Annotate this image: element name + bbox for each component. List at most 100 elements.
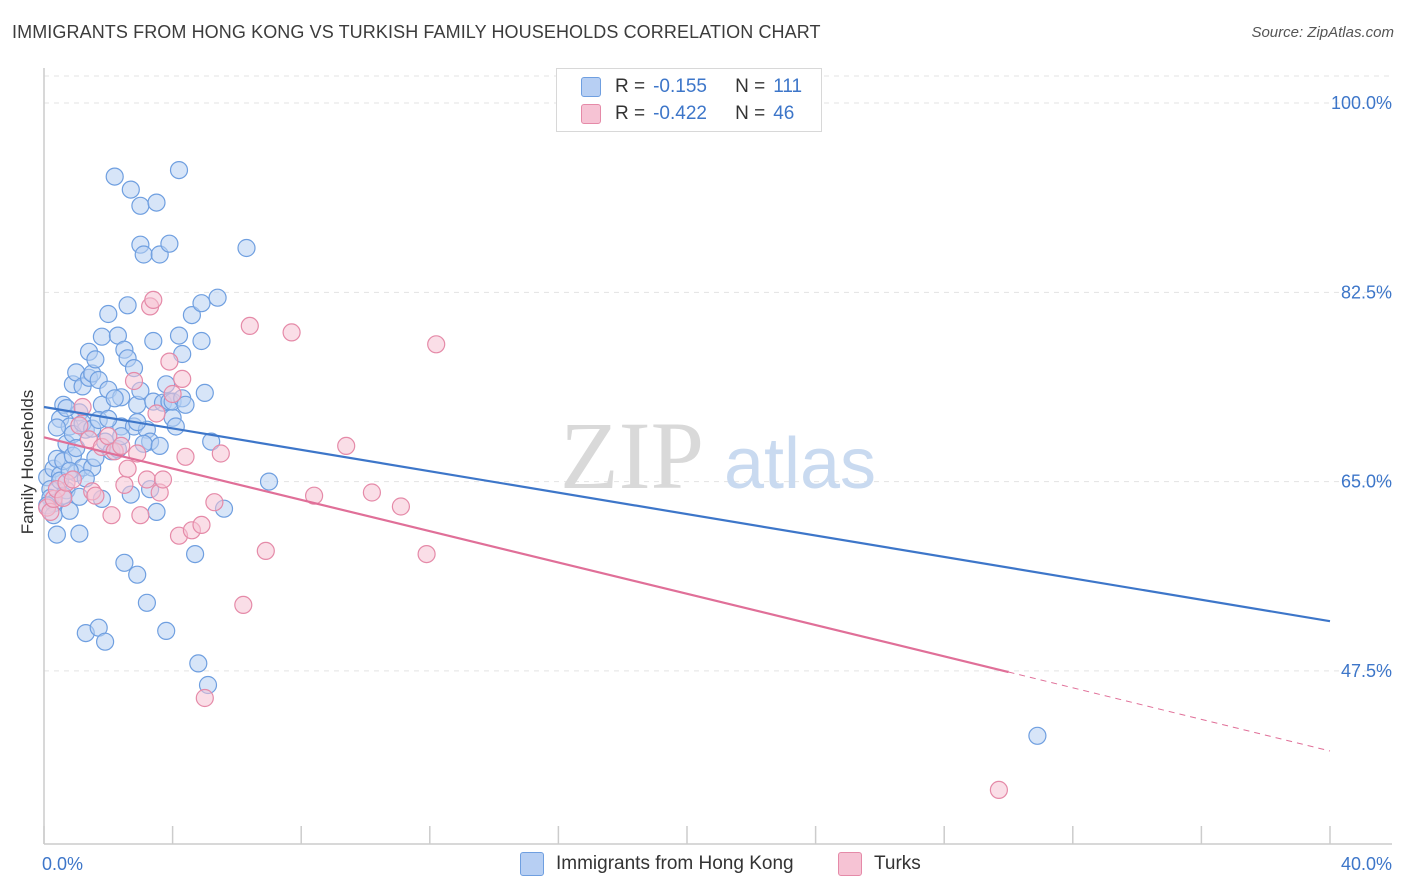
turks-point xyxy=(211,444,230,463)
bottom-legend-label-hong-kong: Immigrants from Hong Kong xyxy=(556,853,794,874)
hong-kong-point xyxy=(118,296,137,315)
legend-r-value-hong-kong: -0.155 xyxy=(653,76,707,97)
series-turks-points xyxy=(38,290,1009,800)
legend-row-hong-kong: R = -0.155 N = 111 xyxy=(581,75,802,99)
hong-kong-point xyxy=(150,436,169,455)
turks-point xyxy=(205,493,224,512)
gridlines xyxy=(44,75,1392,672)
turks-point xyxy=(54,488,73,507)
bottom-legend-swatch-hong-kong xyxy=(520,852,544,876)
correlation-legend: R = -0.155 N = 111 R = -0.422 N = 46 xyxy=(556,68,822,132)
turks-point xyxy=(99,427,118,446)
hong-kong-point xyxy=(147,502,166,521)
turks-point xyxy=(256,541,275,561)
bottom-legend-swatch-turks xyxy=(838,852,862,876)
watermark-zip: ZIP xyxy=(560,402,704,509)
turks-point xyxy=(362,483,381,502)
hong-kong-point xyxy=(134,245,153,264)
turks-point xyxy=(124,371,144,391)
hong-kong-point xyxy=(186,544,205,564)
x-tick-label-max: 40.0% xyxy=(1341,854,1392,874)
y-tick-label: 100.0% xyxy=(1331,93,1392,113)
hong-kong-point xyxy=(195,383,214,402)
hong-kong-point xyxy=(47,418,67,437)
turks-point xyxy=(153,470,173,489)
turks-point xyxy=(137,470,156,489)
legend-n-label: N = xyxy=(735,76,766,97)
legend-swatch-hong-kong xyxy=(581,77,601,97)
legend-r-label: R = xyxy=(615,76,646,97)
legend-n-value-hong-kong: 111 xyxy=(773,76,803,97)
hong-kong-point xyxy=(157,621,176,641)
hong-kong-point xyxy=(166,417,185,436)
turks-point xyxy=(391,497,410,516)
hong-kong-point xyxy=(259,472,279,491)
legend-swatch-turks xyxy=(581,104,601,124)
hong-kong-point xyxy=(144,331,163,351)
hong-kong-point xyxy=(160,234,179,253)
y-tick-label: 82.5% xyxy=(1341,282,1392,302)
turks-point xyxy=(70,416,89,435)
turks-point xyxy=(417,544,436,564)
hong-kong-point xyxy=(95,632,115,651)
turks-point xyxy=(73,397,92,417)
hong-kong-point xyxy=(202,432,221,451)
legend-n-label: N = xyxy=(735,103,766,124)
turks-point xyxy=(195,688,214,708)
hong-kong-point xyxy=(121,180,140,199)
turks-point xyxy=(112,436,131,455)
turks-point xyxy=(192,515,211,535)
hong-kong-point xyxy=(105,389,124,408)
trend-line-turks xyxy=(43,436,1009,674)
hong-kong-point xyxy=(105,167,124,186)
y-tick-label: 47.5% xyxy=(1341,661,1392,681)
hong-kong-point xyxy=(57,399,76,418)
hong-kong-point xyxy=(169,161,189,180)
trend-line-turks-extrapolated xyxy=(1008,671,1331,752)
chart-title: IMMIGRANTS FROM HONG KONG VS TURKISH FAM… xyxy=(12,22,821,42)
bottom-legend-label-turks: Turks xyxy=(874,853,921,874)
turks-point xyxy=(147,404,166,423)
hong-kong-point xyxy=(99,304,118,324)
turks-point xyxy=(427,335,446,354)
bottom-legend-turks: Turks xyxy=(838,852,921,876)
hong-kong-point xyxy=(176,395,195,414)
turks-point xyxy=(118,459,137,478)
legend-r-value-turks: -0.422 xyxy=(653,103,707,124)
hong-kong-point xyxy=(182,306,201,325)
hong-kong-point xyxy=(189,654,208,673)
turks-point xyxy=(63,470,83,489)
watermark-atlas: atlas xyxy=(724,424,876,504)
tick-labels: 47.5% 65.0% 82.5% 100.0% 0.0% 40.0% xyxy=(42,93,1392,874)
hong-kong-point xyxy=(208,288,227,307)
turks-point xyxy=(144,290,163,309)
turks-point xyxy=(282,323,301,342)
hong-kong-point xyxy=(192,331,211,351)
turks-point xyxy=(131,506,150,525)
turks-point xyxy=(163,384,182,404)
legend-r-label: R = xyxy=(615,103,646,124)
hong-kong-point xyxy=(131,196,150,215)
turks-point xyxy=(989,780,1009,800)
y-tick-label: 65.0% xyxy=(1341,472,1392,492)
turks-point xyxy=(240,316,259,335)
hong-kong-point xyxy=(70,524,89,543)
legend-n-value-turks: 46 xyxy=(773,103,795,124)
hong-kong-point xyxy=(147,193,166,212)
turks-point xyxy=(176,447,195,466)
hong-kong-point xyxy=(128,565,147,584)
turks-point xyxy=(337,436,356,455)
hong-kong-point xyxy=(192,294,211,313)
turks-point xyxy=(305,486,324,505)
x-tick-label-min: 0.0% xyxy=(42,854,83,874)
hong-kong-point xyxy=(92,327,112,346)
turks-point xyxy=(128,444,147,463)
hong-kong-point xyxy=(169,326,189,345)
hong-kong-point xyxy=(86,350,105,369)
turks-point xyxy=(234,595,253,615)
turks-point xyxy=(173,369,192,388)
hong-kong-point xyxy=(1028,726,1047,745)
source-credit: Source: ZipAtlas.com xyxy=(1251,24,1394,41)
turks-point xyxy=(102,506,121,525)
